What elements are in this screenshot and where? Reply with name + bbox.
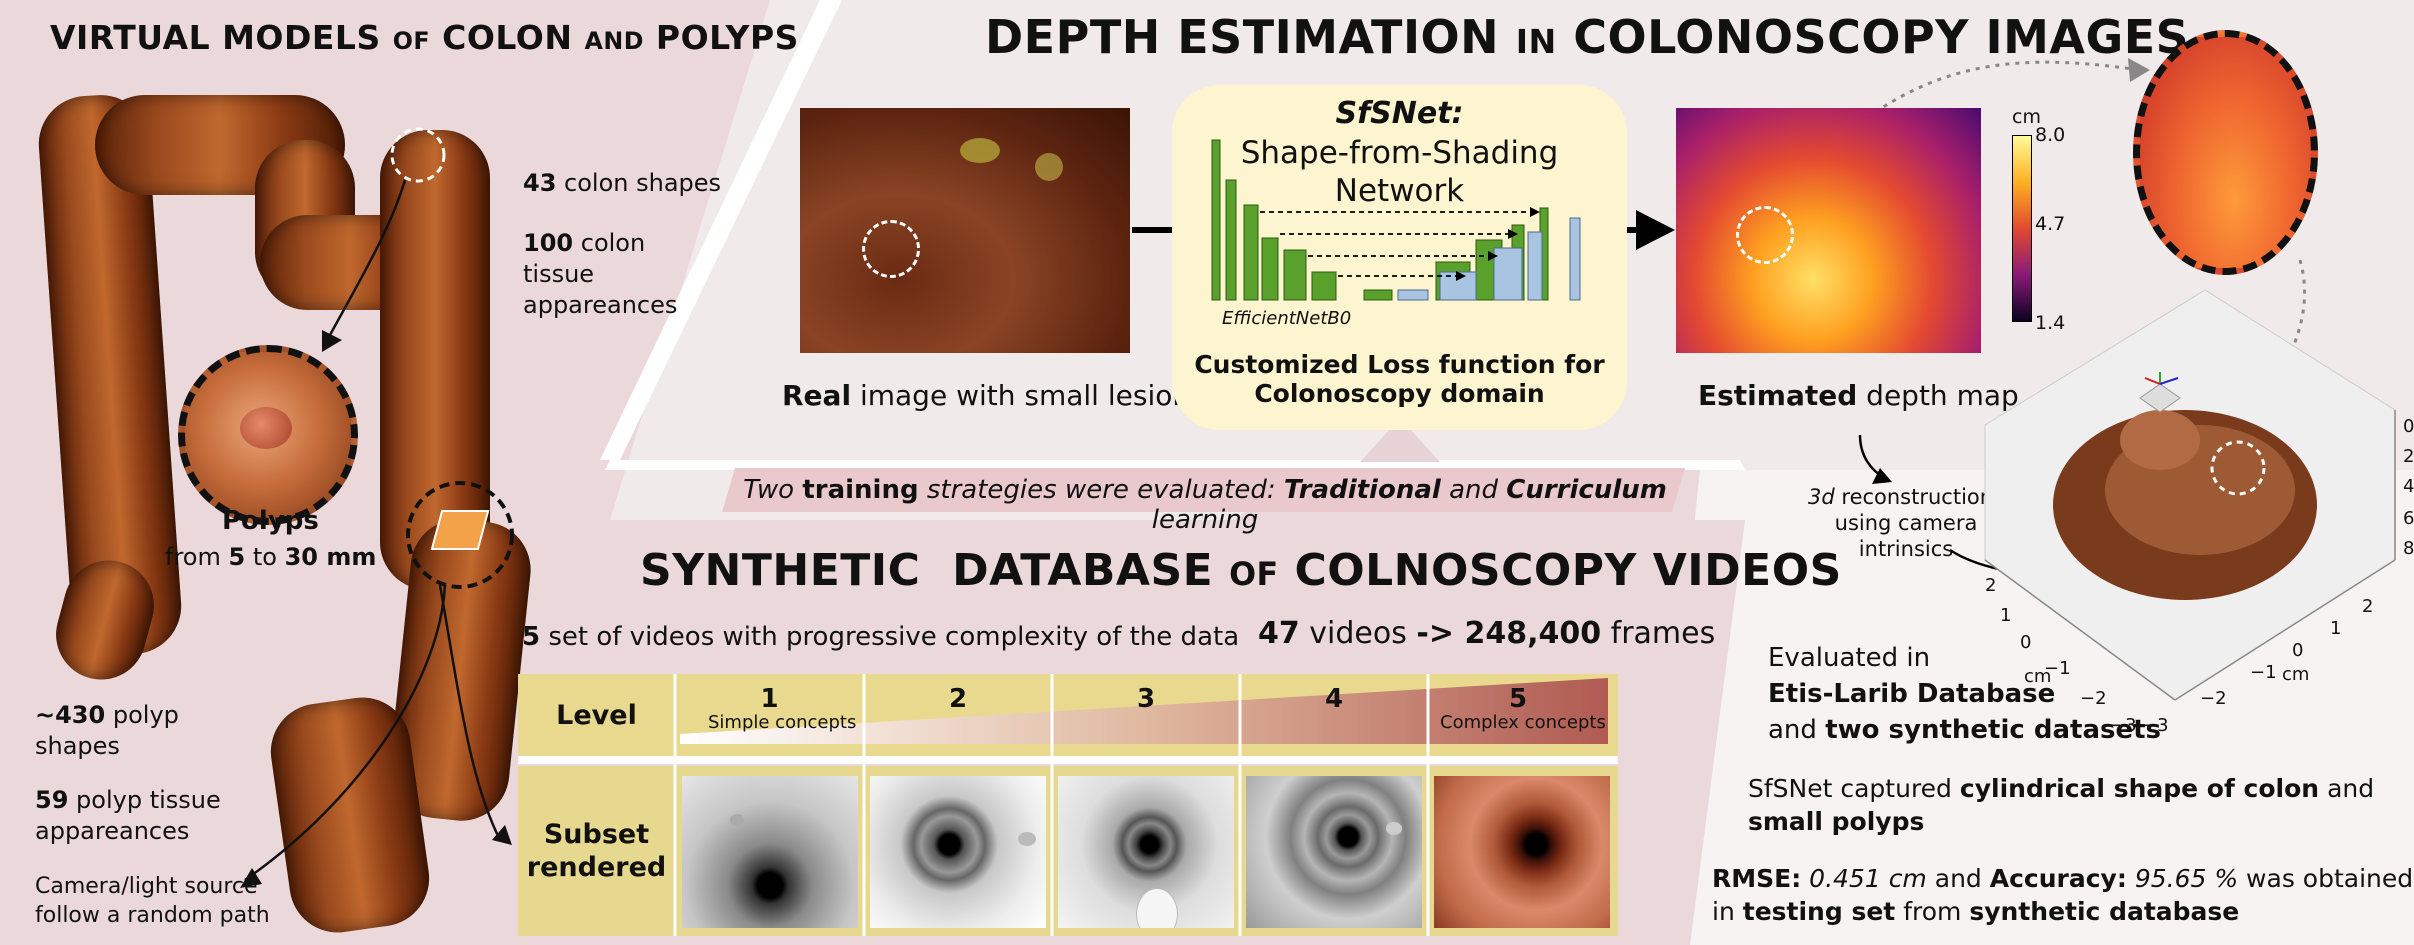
colorbar-tick: 4.7 [2035,213,2066,235]
recon-text: 3d reconstructions using camera intrinsic… [1808,485,2005,561]
training-banner [722,468,1685,512]
polyp-tissue-text: 59 polyp tissue appareances [35,786,221,845]
polyps-label: Polyps [222,506,319,536]
colorbar [2012,135,2032,322]
level-1: 1 [760,684,779,714]
encoder-label: EfficientNetB0 [1222,308,1352,329]
render-level-5 [1434,776,1610,928]
render-level-4 [1246,776,1422,928]
level-4: 4 [1324,684,1344,714]
estimated-caption: Estimated depth map [1698,379,2019,412]
left-title: VIRTUAL MODELS OF COLON AND POLYPS [50,18,799,57]
polyp-zoom [178,345,358,525]
videos-text: 47 videos -> 248,400 frames [1258,616,1716,651]
lesion-marker-depth [1736,206,1794,264]
render-level-1 [682,776,858,928]
sfsnet-name: SfSNet: [1335,96,1464,131]
real-caption: Real image with small lesion [782,379,1191,412]
loss-label: Customized Loss function for Colonoscopy … [1194,350,1605,408]
level-3: 3 [1136,684,1156,714]
metrics-text: RMSE: 0.451 cm and Accuracy: 95.65 % was… [1712,864,2414,926]
depth-map [1676,108,1981,353]
capture-text: SfSNet captured cylindrical shape of col… [1748,774,2375,836]
sets-text: 5 set of videos with progressive complex… [522,622,1240,652]
polyps-range: from 5 to 30 mm [165,543,377,571]
level-2: 2 [948,684,968,714]
sfsnet-desc: Shape-from-Shading Network [1240,135,1559,209]
depth-title: DEPTH ESTIMATION IN COLONOSCOPY IMAGES [985,10,2190,64]
depth-zoom [2133,30,2318,275]
complex-concepts: Complex concepts [1440,712,1606,733]
colon-shapes-text: 43 colon shapes [523,169,722,197]
tissue-text: 100 colon tissue appareances [523,229,678,319]
render-level-2 [870,776,1046,928]
subset-label: Subset rendered [526,819,667,883]
render-level-3 [1058,776,1234,928]
simple-concepts: Simple concepts [708,712,857,733]
polyp-icon [240,407,292,449]
colorbar-unit: cm [2012,106,2041,128]
camera-text: Camera/light source follow a random path [35,874,270,928]
polyp-shapes-text: ~430 polyp shapes [35,701,179,760]
divider-strip [600,0,842,460]
up-arrow [1360,418,1440,462]
synthetic-title: SYNTHETIC DATABASE OF COLNOSCOPY VIDEOS [640,545,1842,596]
colorbar-tick: 8.0 [2035,124,2066,146]
level-label: Level [556,699,637,731]
lesion-marker [862,220,920,278]
real-image [800,108,1130,353]
training-text: Two training strategies were evaluated: … [743,475,1667,535]
colorbar-tick: 1.4 [2035,312,2066,334]
evaluation-text: Evaluated in Etis-Larib Database and two… [1768,643,2162,745]
level-5: 5 [1508,684,1528,714]
